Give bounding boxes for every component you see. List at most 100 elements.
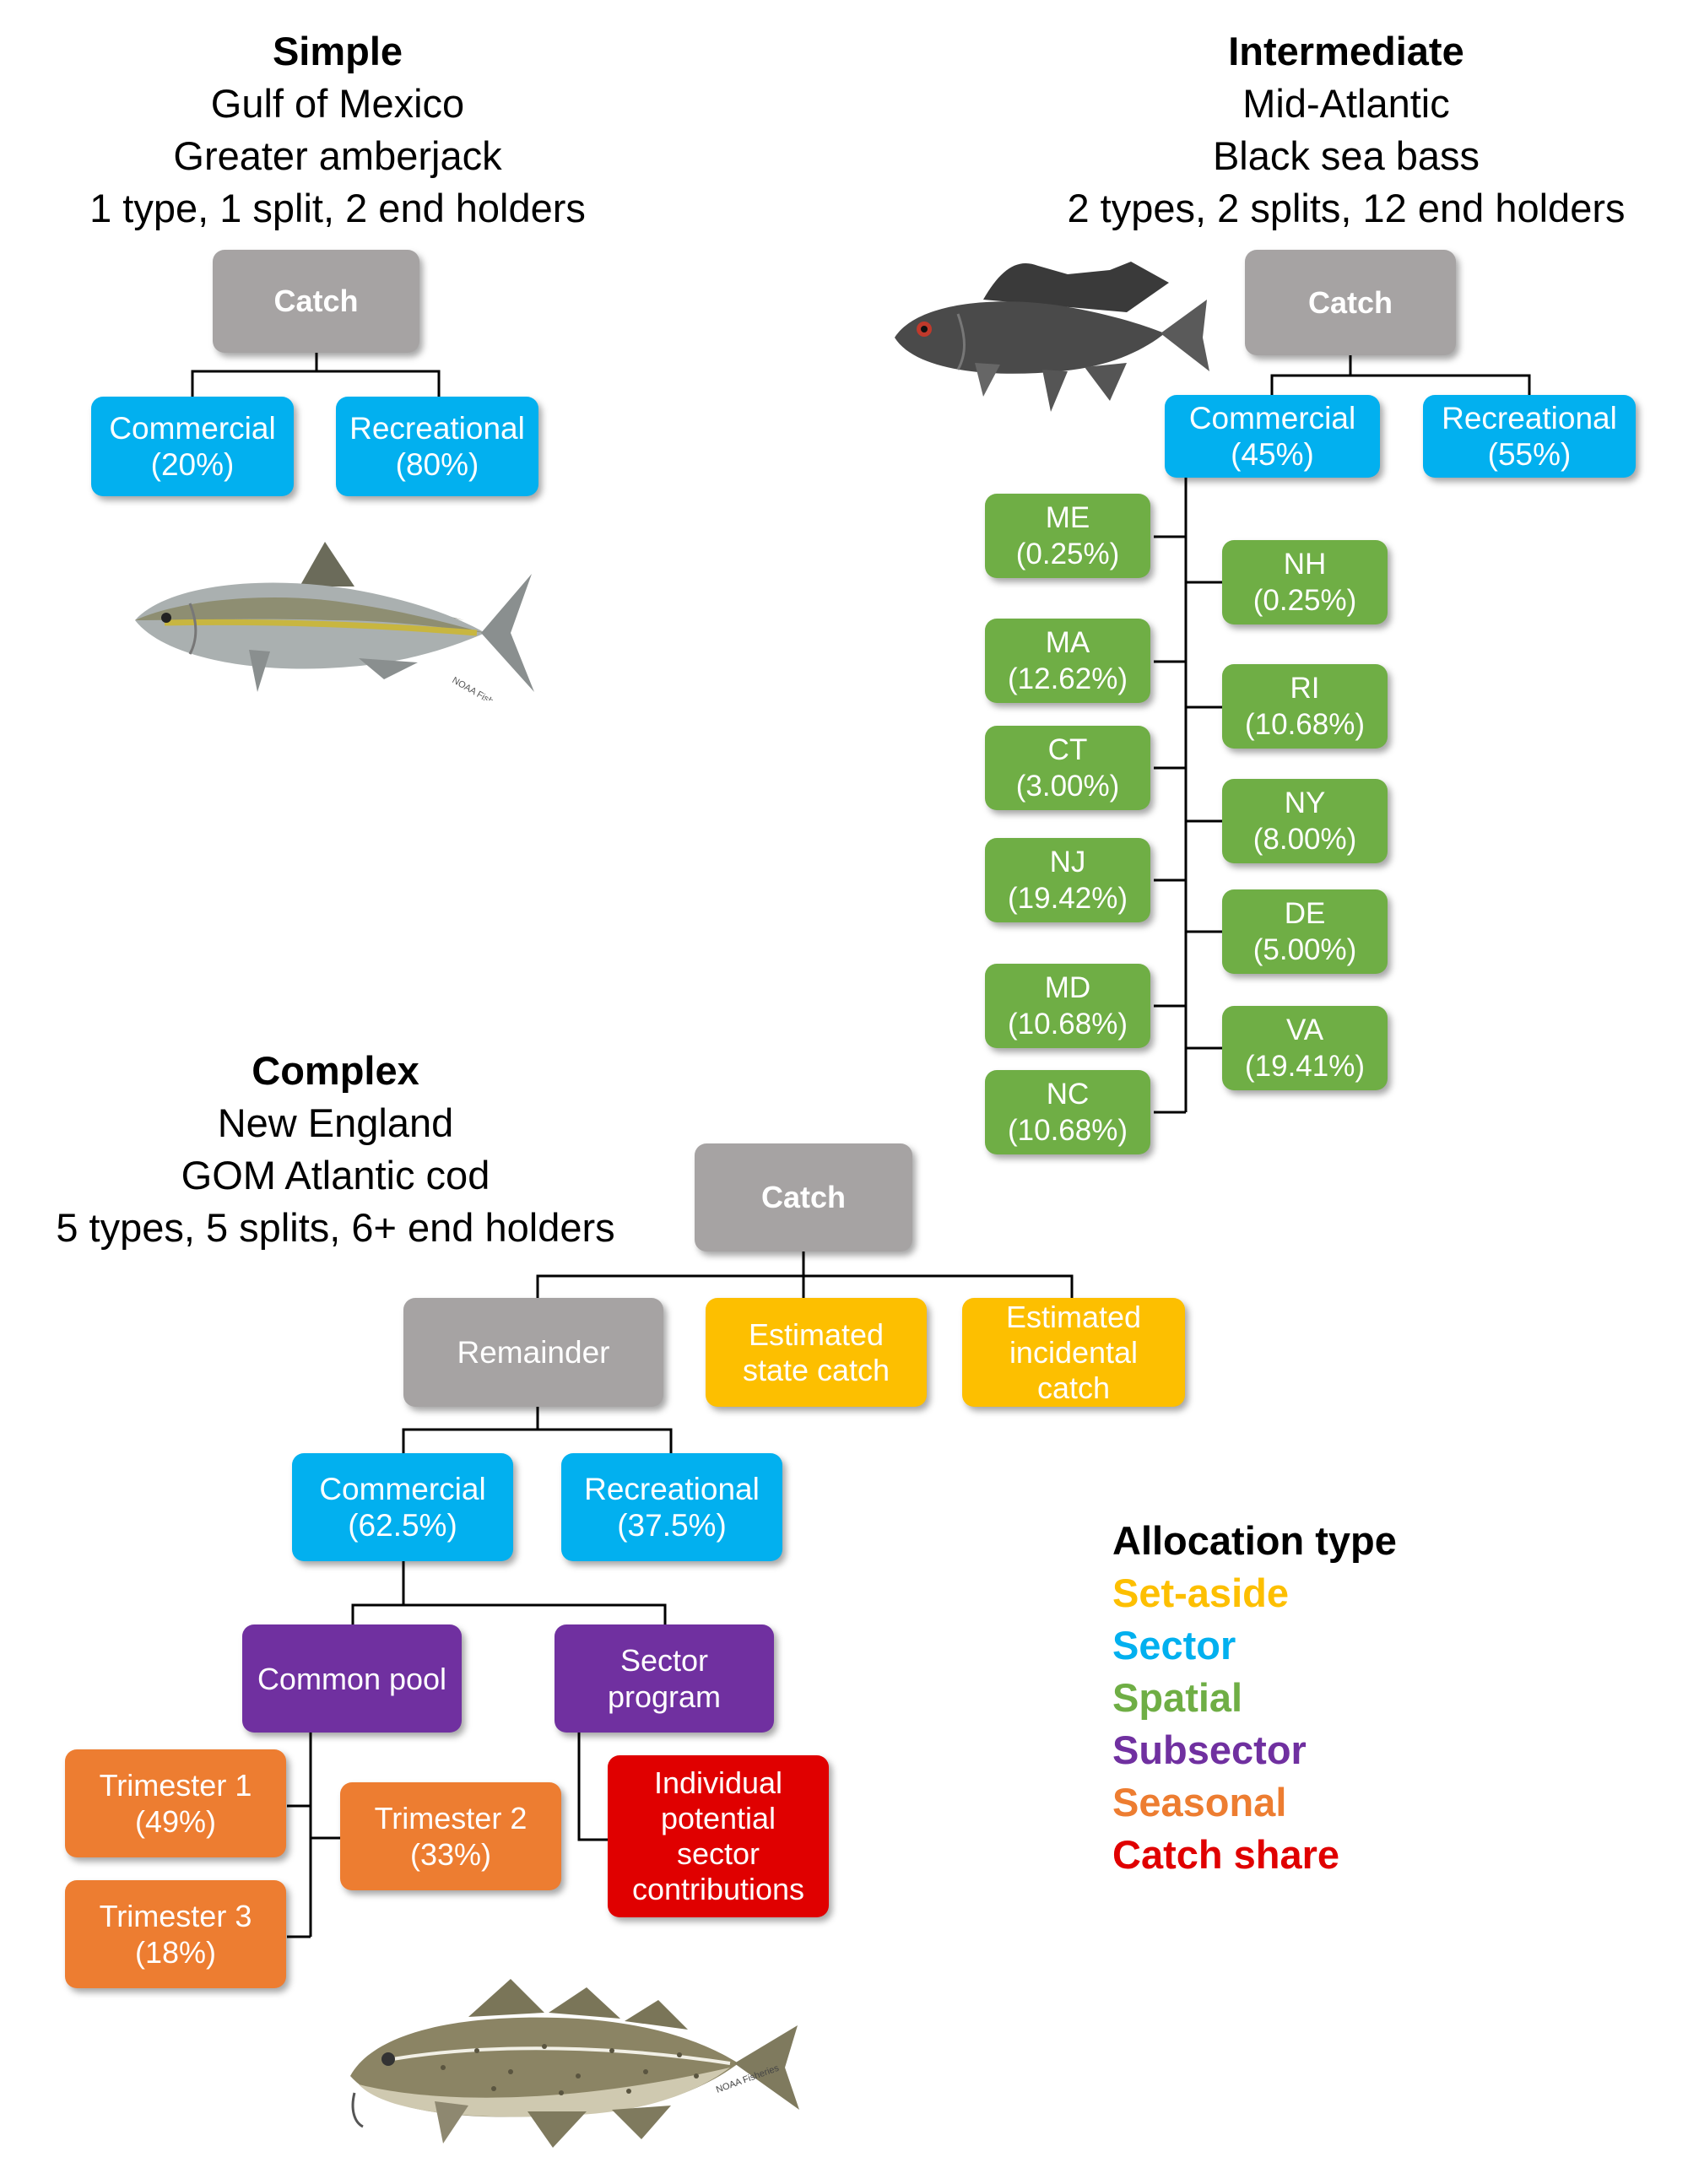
state-box-ct: CT (3.00%): [985, 726, 1150, 810]
state-code: MA: [1045, 626, 1090, 659]
incidental-catch-box: Estimated incidental catch: [962, 1298, 1185, 1407]
simple-catch-box: Catch: [213, 250, 419, 353]
state-box-va: VA (19.41%): [1222, 1006, 1388, 1090]
state-code: NY: [1284, 787, 1326, 819]
legend-title: Allocation type: [1112, 1518, 1397, 1563]
state-catch-line2: state catch: [742, 1352, 890, 1387]
common-pool-box: Common pool: [242, 1624, 462, 1733]
trimester-1-label: Trimester 1: [99, 1768, 252, 1803]
state-code: ME: [1045, 501, 1090, 534]
legend-item-sector: Sector: [1112, 1623, 1236, 1668]
individual-line2: potential: [660, 1801, 776, 1835]
simple-recreational-label: Recreational: [349, 411, 525, 446]
state-pct: (0.25%): [1252, 584, 1357, 617]
intermediate-catch-box: Catch: [1245, 250, 1456, 355]
simple-heading: Simple: [272, 29, 403, 73]
simple-catch-label: Catch: [273, 284, 359, 318]
individual-line1: Individual: [653, 1765, 783, 1800]
incidental-catch-line2: incidental: [1009, 1334, 1139, 1370]
allocation-type-legend: Allocation type Set-aside Sector Spatial…: [1112, 1515, 1397, 1881]
incidental-catch-line1: Estimated: [1005, 1299, 1142, 1334]
individual-line4: contributions: [631, 1872, 805, 1906]
complex-heading: Complex: [252, 1048, 419, 1093]
complex-commercial-box: Commercial (62.5%): [292, 1453, 513, 1561]
state-box-ma: MA (12.62%): [985, 619, 1150, 703]
state-code: NH: [1283, 548, 1327, 581]
legend-item-catch-share: Catch share: [1112, 1832, 1340, 1877]
complex-recreational-box: Recreational (37.5%): [561, 1453, 782, 1561]
complex-catch-box: Catch: [695, 1143, 912, 1251]
simple-title-block: Simple Gulf of Mexico Greater amberjack …: [34, 25, 641, 235]
intermediate-catch-label: Catch: [1307, 284, 1393, 320]
intermediate-summary: 2 types, 2 splits, 12 end holders: [1067, 186, 1626, 230]
state-code: DE: [1284, 897, 1326, 930]
simple-region: Gulf of Mexico: [210, 81, 465, 126]
state-pct: (12.62%): [1007, 662, 1128, 695]
state-pct: (10.68%): [1244, 708, 1366, 741]
intermediate-commercial-pct: (45%): [1231, 437, 1314, 472]
incidental-catch-line3: catch: [1036, 1370, 1111, 1405]
state-pct: (10.68%): [1007, 1008, 1128, 1041]
intermediate-region: Mid-Atlantic: [1242, 81, 1450, 126]
complex-catch-label: Catch: [760, 1180, 847, 1214]
complex-recreational-pct: (37.5%): [617, 1508, 727, 1543]
state-box-nh: NH (0.25%): [1222, 540, 1388, 624]
state-catch-line1: Estimated: [748, 1316, 885, 1352]
simple-summary: 1 type, 1 split, 2 end holders: [89, 186, 586, 230]
simple-commercial-box: Commercial (20%): [91, 397, 294, 496]
complex-title-block: Complex New England GOM Atlantic cod 5 t…: [8, 1045, 663, 1254]
common-pool-label: Common pool: [257, 1661, 447, 1696]
state-box-md: MD (10.68%): [985, 964, 1150, 1048]
complex-recreational-label: Recreational: [584, 1472, 760, 1506]
intermediate-commercial-label: Commercial: [1188, 401, 1356, 435]
amberjack-credit: NOAA Fisheries: [451, 675, 513, 700]
state-box-nc: NC (10.68%): [985, 1070, 1150, 1154]
state-pct: (19.41%): [1244, 1050, 1366, 1083]
intermediate-recreational-label: Recreational: [1442, 401, 1617, 435]
remainder-box: Remainder: [403, 1298, 663, 1407]
state-pct: (8.00%): [1252, 823, 1357, 856]
intermediate-title-block: Intermediate Mid-Atlantic Black sea bass…: [1021, 25, 1671, 235]
state-code: VA: [1285, 1014, 1324, 1046]
state-box-me: ME (0.25%): [985, 494, 1150, 578]
state-pct: (10.68%): [1007, 1114, 1128, 1147]
atlantic-cod-fish-illustration: NOAA Fisheries: [350, 1979, 799, 2148]
state-box-ny: NY (8.00%): [1222, 779, 1388, 863]
state-code: NC: [1046, 1078, 1090, 1111]
trimester-1-pct: (49%): [134, 1804, 217, 1839]
remainder-label: Remainder: [457, 1334, 610, 1370]
legend-item-seasonal: Seasonal: [1112, 1780, 1287, 1825]
simple-recreational-box: Recreational (80%): [336, 397, 538, 496]
trimester-3-box: Trimester 3 (18%): [65, 1880, 286, 1988]
intermediate-recreational-pct: (55%): [1487, 437, 1572, 472]
simple-commercial-label: Commercial: [109, 411, 276, 446]
intermediate-species: Black sea bass: [1212, 133, 1480, 178]
complex-region: New England: [217, 1100, 454, 1145]
simple-recreational-pct: (80%): [395, 447, 479, 482]
simple-commercial-pct: (20%): [150, 447, 235, 482]
complex-commercial-pct: (62.5%): [348, 1508, 457, 1543]
state-catch-box: Estimated state catch: [706, 1298, 927, 1407]
trimester-2-pct: (33%): [409, 1837, 492, 1872]
individual-line3: sector: [676, 1836, 760, 1871]
sector-program-box: Sector program: [555, 1624, 774, 1733]
trimester-2-label: Trimester 2: [374, 1801, 528, 1835]
state-pct: (19.42%): [1007, 882, 1128, 915]
state-code: MD: [1044, 971, 1091, 1004]
trimester-3-pct: (18%): [134, 1935, 217, 1970]
state-box-de: DE (5.00%): [1222, 889, 1388, 974]
individual-contributions-box: Individual potential sector contribution…: [608, 1755, 829, 1917]
simple-species: Greater amberjack: [173, 133, 502, 178]
sector-program-line1: Sector: [619, 1643, 709, 1678]
legend-item-subsector: Subsector: [1112, 1727, 1307, 1772]
complex-species: GOM Atlantic cod: [181, 1153, 490, 1197]
trimester-2-box: Trimester 2 (33%): [340, 1782, 561, 1890]
state-code: RI: [1290, 672, 1320, 705]
complex-commercial-label: Commercial: [319, 1472, 486, 1506]
state-box-nj: NJ (19.42%): [985, 838, 1150, 922]
intermediate-heading: Intermediate: [1228, 29, 1464, 73]
trimester-1-box: Trimester 1 (49%): [65, 1749, 286, 1857]
legend-item-set-aside: Set-aside: [1112, 1570, 1289, 1615]
legend-item-spatial: Spatial: [1112, 1675, 1243, 1720]
